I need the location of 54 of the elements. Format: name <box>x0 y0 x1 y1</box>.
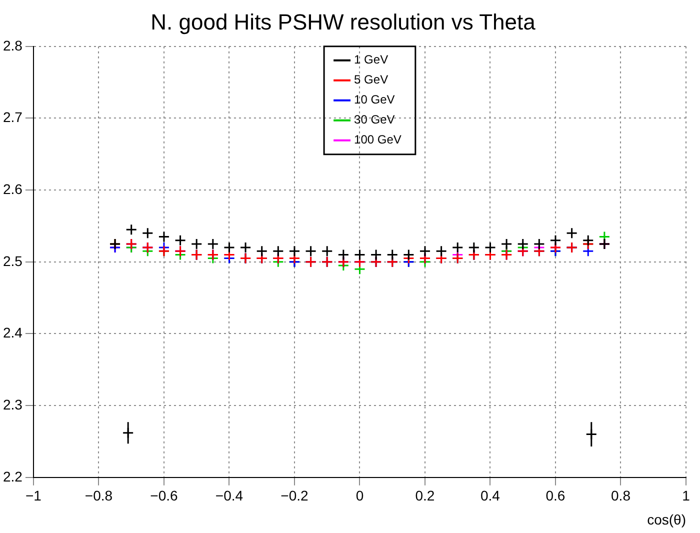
x-tick-label: 0.4 <box>480 488 500 504</box>
point <box>142 227 154 239</box>
point <box>240 242 252 254</box>
x-tick-label: −0.2 <box>280 488 309 504</box>
point <box>321 245 333 257</box>
y-tick-label: 2.3 <box>2 396 23 412</box>
point <box>305 245 317 257</box>
point <box>158 231 170 243</box>
point <box>272 245 284 257</box>
point <box>354 248 366 260</box>
point <box>256 245 268 257</box>
point <box>484 242 496 254</box>
y-tick-label: 2.6 <box>2 180 23 197</box>
legend-label: 30 GeV <box>354 112 395 127</box>
x-tick-label: −0.6 <box>150 488 178 504</box>
legend-label: 10 GeV <box>354 92 395 107</box>
point <box>223 242 235 254</box>
y-tick-label: 2.4 <box>2 324 23 341</box>
point <box>566 227 578 239</box>
point <box>338 248 350 260</box>
point <box>288 245 300 257</box>
point <box>517 238 529 250</box>
y-tick-label: 2.7 <box>2 109 23 126</box>
point <box>207 238 219 250</box>
point <box>500 238 512 250</box>
x-tick-label: 0.2 <box>415 488 435 504</box>
point <box>370 248 382 260</box>
point <box>386 248 398 260</box>
chart-title: N. good Hits PSHW resolution vs Theta <box>150 9 536 34</box>
y-tick-label: 2.8 <box>2 37 23 54</box>
point <box>452 242 464 254</box>
x-tick-label: −0.8 <box>84 488 113 504</box>
point <box>419 245 431 257</box>
legend-label: 1 GeV <box>354 52 388 67</box>
point <box>190 238 202 250</box>
x-tick-label: −1 <box>25 488 42 504</box>
legend-label: 100 GeV <box>354 132 402 147</box>
x-axis-title: cos(θ) <box>647 511 686 528</box>
point <box>174 234 186 246</box>
y-tick-label: 2.2 <box>2 468 23 484</box>
point <box>436 245 448 257</box>
y-tick-label: 2.5 <box>2 252 23 269</box>
point <box>468 242 480 254</box>
x-tick-label: 0.6 <box>546 488 566 504</box>
x-tick-label: 0.8 <box>611 488 631 504</box>
point <box>582 234 594 246</box>
point <box>533 238 545 250</box>
legend-label: 5 GeV <box>354 72 388 87</box>
x-tick-label: 0 <box>356 488 364 504</box>
point <box>126 224 138 236</box>
x-tick-label: 1 <box>682 488 690 504</box>
point <box>550 234 562 246</box>
point <box>402 248 414 260</box>
x-tick-label: −0.4 <box>215 488 244 504</box>
